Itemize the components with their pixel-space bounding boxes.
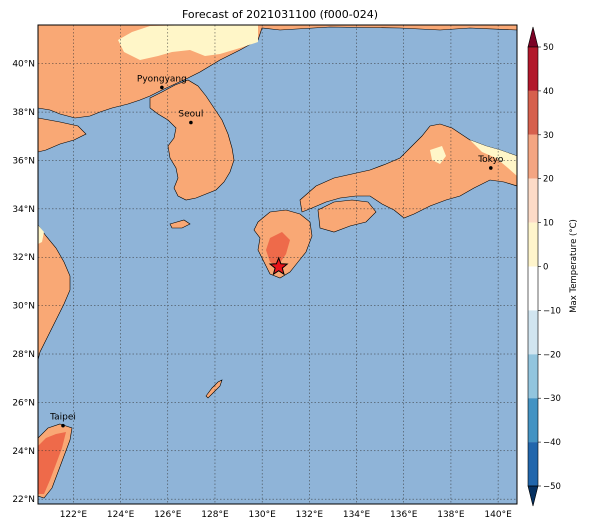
red-star-icon bbox=[268, 256, 289, 276]
city-label: Pyongyang bbox=[137, 74, 187, 84]
jeju-island bbox=[169, 219, 191, 229]
city-dot bbox=[160, 85, 164, 90]
colorbar-segment bbox=[528, 398, 538, 443]
colorbar-segment bbox=[528, 266, 538, 311]
lon-tick-label: 134°E bbox=[343, 510, 371, 520]
colorbar-segment bbox=[528, 222, 538, 267]
colorbar-label: Max Temperature (°C) bbox=[569, 219, 579, 313]
cool-patch-honshu-north bbox=[470, 140, 517, 176]
location-marker bbox=[268, 256, 289, 276]
colorbar-tick-label: 50 bbox=[543, 43, 554, 53]
lon-tick-label: 130°E bbox=[248, 510, 276, 520]
colorbar-segment bbox=[528, 310, 538, 355]
city-dot bbox=[189, 120, 193, 125]
colorbar-tick-label: −10 bbox=[543, 306, 561, 316]
colorbar-segment bbox=[528, 442, 538, 486]
lon-tick-label: 124°E bbox=[107, 510, 135, 520]
colorbar-extend-bottom bbox=[527, 485, 539, 507]
lon-tick-label: 128°E bbox=[201, 510, 229, 520]
korean-peninsula bbox=[149, 79, 235, 201]
city-markers: Pyongyang Seoul Tokyo Taipei bbox=[49, 74, 504, 428]
lon-tick-label: 126°E bbox=[154, 510, 182, 520]
colorbar-tick-label: −50 bbox=[543, 482, 561, 492]
shikoku bbox=[317, 199, 377, 233]
china-east-coast bbox=[38, 224, 71, 361]
colorbar-extend-top bbox=[527, 26, 539, 48]
lon-tick-label: 140°E bbox=[484, 510, 512, 520]
latitude-tick-labels: 22°N 24°N 26°N 28°N 30°N 32°N 34°N 36°N 38°N 40°N bbox=[12, 60, 35, 505]
honshu bbox=[299, 123, 517, 219]
lon-tick-label: 122°E bbox=[60, 510, 88, 520]
okinawa-islands bbox=[205, 379, 223, 399]
colorbar-segment bbox=[528, 47, 538, 91]
lon-tick-label: 138°E bbox=[437, 510, 465, 520]
city-dot bbox=[61, 423, 65, 428]
colorbar-segment bbox=[528, 90, 538, 135]
lon-tick-label: 136°E bbox=[390, 510, 418, 520]
lat-tick-label: 36°N bbox=[12, 156, 35, 166]
city-label: Seoul bbox=[178, 109, 203, 119]
lat-tick-label: 30°N bbox=[12, 302, 35, 312]
map-panel: Pyongyang Seoul Tokyo Taipei bbox=[38, 25, 517, 504]
city-dot bbox=[489, 166, 493, 170]
cool-patch-honshu-central bbox=[430, 146, 446, 164]
cool-patch-north bbox=[118, 25, 258, 60]
longitude-tick-labels: 122°E 124°E 126°E 128°E 130°E 132°E 134°E 136°E… bbox=[60, 510, 512, 520]
colorbar-tick-label: −40 bbox=[543, 438, 561, 448]
lon-tick-label: 132°E bbox=[296, 510, 324, 520]
colorbar-segment bbox=[528, 178, 538, 223]
colorbar-tick-label: 10 bbox=[543, 219, 554, 229]
figure-title: Forecast of 2021031100 (f000-024) bbox=[182, 8, 378, 21]
shandong-peninsula bbox=[38, 117, 87, 153]
colorbar-tick-label: 20 bbox=[543, 175, 554, 185]
lat-tick-label: 22°N bbox=[12, 495, 35, 505]
map-frame bbox=[37, 24, 518, 505]
grid-lines bbox=[38, 25, 517, 504]
lat-tick-label: 24°N bbox=[12, 447, 35, 457]
city-label: Taipei bbox=[49, 413, 76, 423]
hot-shading bbox=[38, 232, 290, 494]
colorbar-tick-label: 0 bbox=[543, 263, 548, 273]
lat-tick-label: 32°N bbox=[12, 253, 35, 263]
lat-tick-label: 40°N bbox=[12, 60, 35, 70]
colorbar-segment bbox=[528, 134, 538, 179]
hot-patch-kyushu bbox=[266, 232, 290, 266]
colorbar-tick-label: −20 bbox=[543, 350, 561, 360]
colorbar-tick-label: 30 bbox=[543, 131, 554, 141]
city-label: Tokyo bbox=[477, 155, 504, 165]
colorbar-tick-label: −30 bbox=[543, 394, 561, 404]
colorbar: 50 40 30 20 10 0 −10 −20 −30 −40 −50 bbox=[527, 26, 561, 507]
cool-patch-china bbox=[38, 225, 44, 244]
lat-tick-label: 38°N bbox=[12, 108, 35, 118]
colorbar-tick-label: 40 bbox=[543, 87, 554, 97]
colorbar-segment bbox=[528, 354, 538, 399]
lat-tick-label: 28°N bbox=[12, 350, 35, 360]
lat-tick-label: 34°N bbox=[12, 205, 35, 215]
hot-patch-taiwan bbox=[38, 432, 66, 494]
lat-tick-label: 26°N bbox=[12, 398, 35, 408]
cool-shading bbox=[38, 25, 517, 244]
